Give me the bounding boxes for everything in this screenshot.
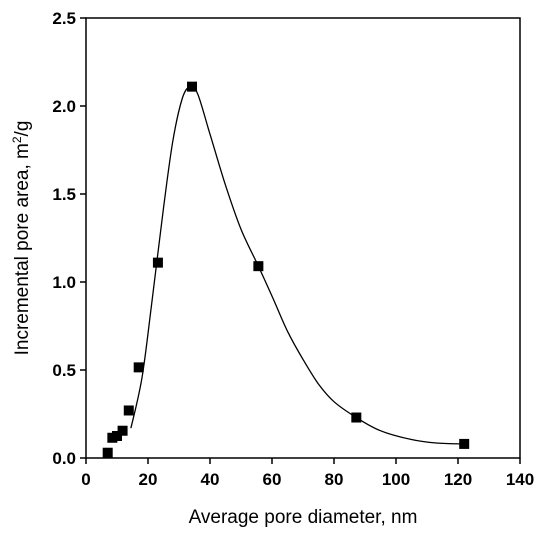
data-point (123, 405, 134, 416)
data-markers (102, 81, 470, 458)
y-tick-label: 0.0 (52, 449, 76, 468)
data-point (253, 261, 264, 272)
x-tick-label: 80 (325, 470, 344, 489)
data-point (133, 362, 144, 373)
y-axis-title-main: Incremental pore area, m (12, 143, 33, 355)
data-point (152, 257, 163, 268)
data-point (459, 438, 470, 449)
x-tick-label: 0 (81, 470, 90, 489)
data-point (117, 425, 128, 436)
y-tick-label: 0.5 (52, 361, 76, 380)
y-axis-title-superscript: 2 (10, 136, 24, 143)
x-tick-label: 120 (444, 470, 472, 489)
x-tick-label: 100 (382, 470, 410, 489)
y-axis-title-unit: /g (12, 121, 33, 137)
y-tick-label: 2.5 (52, 9, 76, 28)
plot-frame (85, 17, 521, 459)
data-point (102, 447, 113, 458)
y-tick-label: 1.0 (52, 273, 76, 292)
x-tick-label: 60 (263, 470, 282, 489)
data-point (351, 412, 362, 423)
x-tick-label: 20 (139, 470, 158, 489)
x-axis: 0 20 40 60 80 100 120 140 (81, 458, 534, 489)
y-axis: 0.0 0.5 1.0 1.5 2.0 2.5 (52, 9, 86, 468)
data-point (187, 81, 198, 92)
x-tick-label: 140 (506, 470, 534, 489)
y-axis-title: Incremental pore area, m2/g (10, 121, 33, 356)
y-tick-label: 1.5 (52, 185, 76, 204)
fit-curve (130, 85, 465, 445)
data-point (112, 431, 122, 441)
x-tick-label: 40 (201, 470, 220, 489)
y-tick-label: 2.0 (52, 97, 76, 116)
x-axis-title: Average pore diameter, nm (189, 507, 418, 528)
